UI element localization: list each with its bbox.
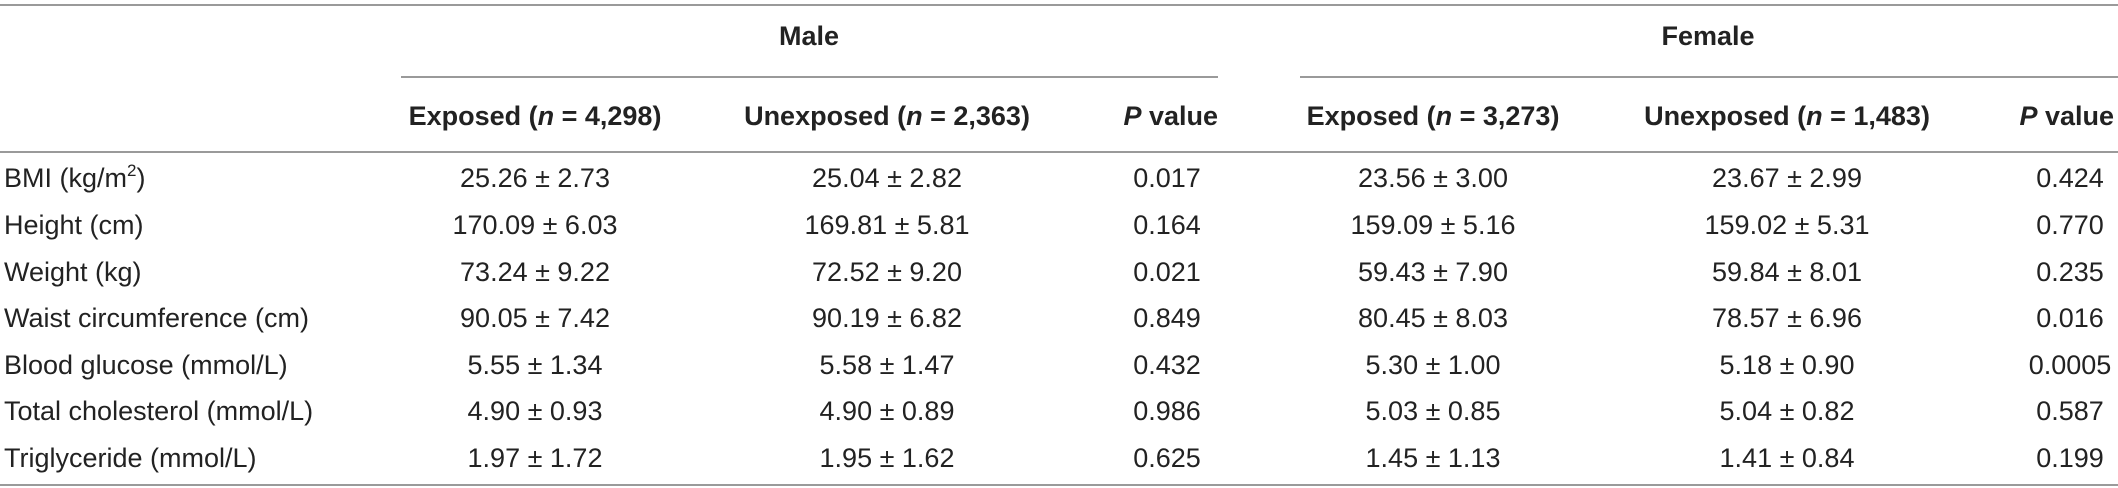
- row-label: Weight (kg): [4, 257, 142, 287]
- header-rule: [0, 151, 2118, 153]
- column-header: Unexposed (n = 1,483): [1644, 101, 1930, 131]
- table-cell: 80.45 ± 8.03: [1358, 303, 1508, 333]
- table-cell: 4.90 ± 0.89: [819, 396, 955, 426]
- table-cell: 72.52 ± 9.20: [812, 257, 962, 287]
- group-header-male: Male: [778, 21, 840, 51]
- table-cell: 25.26 ± 2.73: [460, 163, 610, 193]
- table-cell: 0.016: [2036, 303, 2104, 333]
- row-label: Total cholesterol (mmol/L): [4, 396, 314, 426]
- table-cell: 5.55 ± 1.34: [467, 350, 603, 380]
- row-label: Triglyceride (mmol/L): [4, 443, 257, 473]
- table-cell: 0.849: [1133, 303, 1201, 333]
- male-group-rule: [401, 76, 1218, 78]
- row-label: Blood glucose (mmol/L): [4, 350, 288, 380]
- table-cell: 5.03 ± 0.85: [1365, 396, 1501, 426]
- table-cell: 59.43 ± 7.90: [1358, 257, 1508, 287]
- female-group-rule: [1300, 76, 2118, 78]
- row-label: BMI (kg/m2): [4, 161, 146, 193]
- column-header: Exposed (n = 4,298): [408, 101, 662, 131]
- table-cell: 5.18 ± 0.90: [1719, 350, 1855, 380]
- top-rule: [0, 4, 2118, 6]
- table-cell: 0.164: [1133, 210, 1201, 240]
- row-label: Height (cm): [4, 210, 144, 240]
- table-cell: 1.41 ± 0.84: [1719, 443, 1855, 473]
- table-cell: 1.97 ± 1.72: [467, 443, 603, 473]
- table-cell: 0.235: [2036, 257, 2104, 287]
- table-cell: 0.021: [1133, 257, 1201, 287]
- table-cell: 0.770: [2036, 210, 2104, 240]
- column-header: Unexposed (n = 2,363): [744, 101, 1030, 131]
- table-cell: 59.84 ± 8.01: [1712, 257, 1862, 287]
- row-label: Waist circumference (cm): [4, 303, 310, 333]
- table-cell: 78.57 ± 6.96: [1712, 303, 1862, 333]
- table-cell: 0.625: [1133, 443, 1201, 473]
- table-cell: 0.986: [1133, 396, 1201, 426]
- table-cell: 5.30 ± 1.00: [1365, 350, 1501, 380]
- table-cell: 23.56 ± 3.00: [1358, 163, 1508, 193]
- table-cell: 0.587: [2036, 396, 2104, 426]
- table-cell: 0.199: [2036, 443, 2104, 473]
- group-header-female: Female: [1661, 21, 1755, 51]
- table-cell: 73.24 ± 9.22: [460, 257, 610, 287]
- table-cell: 1.45 ± 1.13: [1365, 443, 1501, 473]
- bottom-rule: [0, 484, 2118, 486]
- table-cell: 0.432: [1133, 350, 1201, 380]
- table-cell: 4.90 ± 0.93: [467, 396, 603, 426]
- table-cell: 1.95 ± 1.62: [819, 443, 955, 473]
- table-cell: 0.424: [2036, 163, 2104, 193]
- table-cell: 25.04 ± 2.82: [812, 163, 962, 193]
- table-cell: 0.017: [1133, 163, 1201, 193]
- column-header: P value: [2019, 101, 2114, 131]
- table-cell: 90.19 ± 6.82: [812, 303, 962, 333]
- table-cell: 169.81 ± 5.81: [804, 210, 970, 240]
- table-cell: 23.67 ± 2.99: [1712, 163, 1862, 193]
- table-cell: 5.04 ± 0.82: [1719, 396, 1855, 426]
- table-cell: 90.05 ± 7.42: [460, 303, 610, 333]
- table-cell: 159.02 ± 5.31: [1704, 210, 1870, 240]
- table-cell: 5.58 ± 1.47: [819, 350, 955, 380]
- column-header: P value: [1123, 101, 1218, 131]
- table-cell: 0.0005: [2028, 350, 2112, 380]
- table-cell: 159.09 ± 5.16: [1350, 210, 1516, 240]
- table-cell: 170.09 ± 6.03: [452, 210, 618, 240]
- column-header: Exposed (n = 3,273): [1306, 101, 1560, 131]
